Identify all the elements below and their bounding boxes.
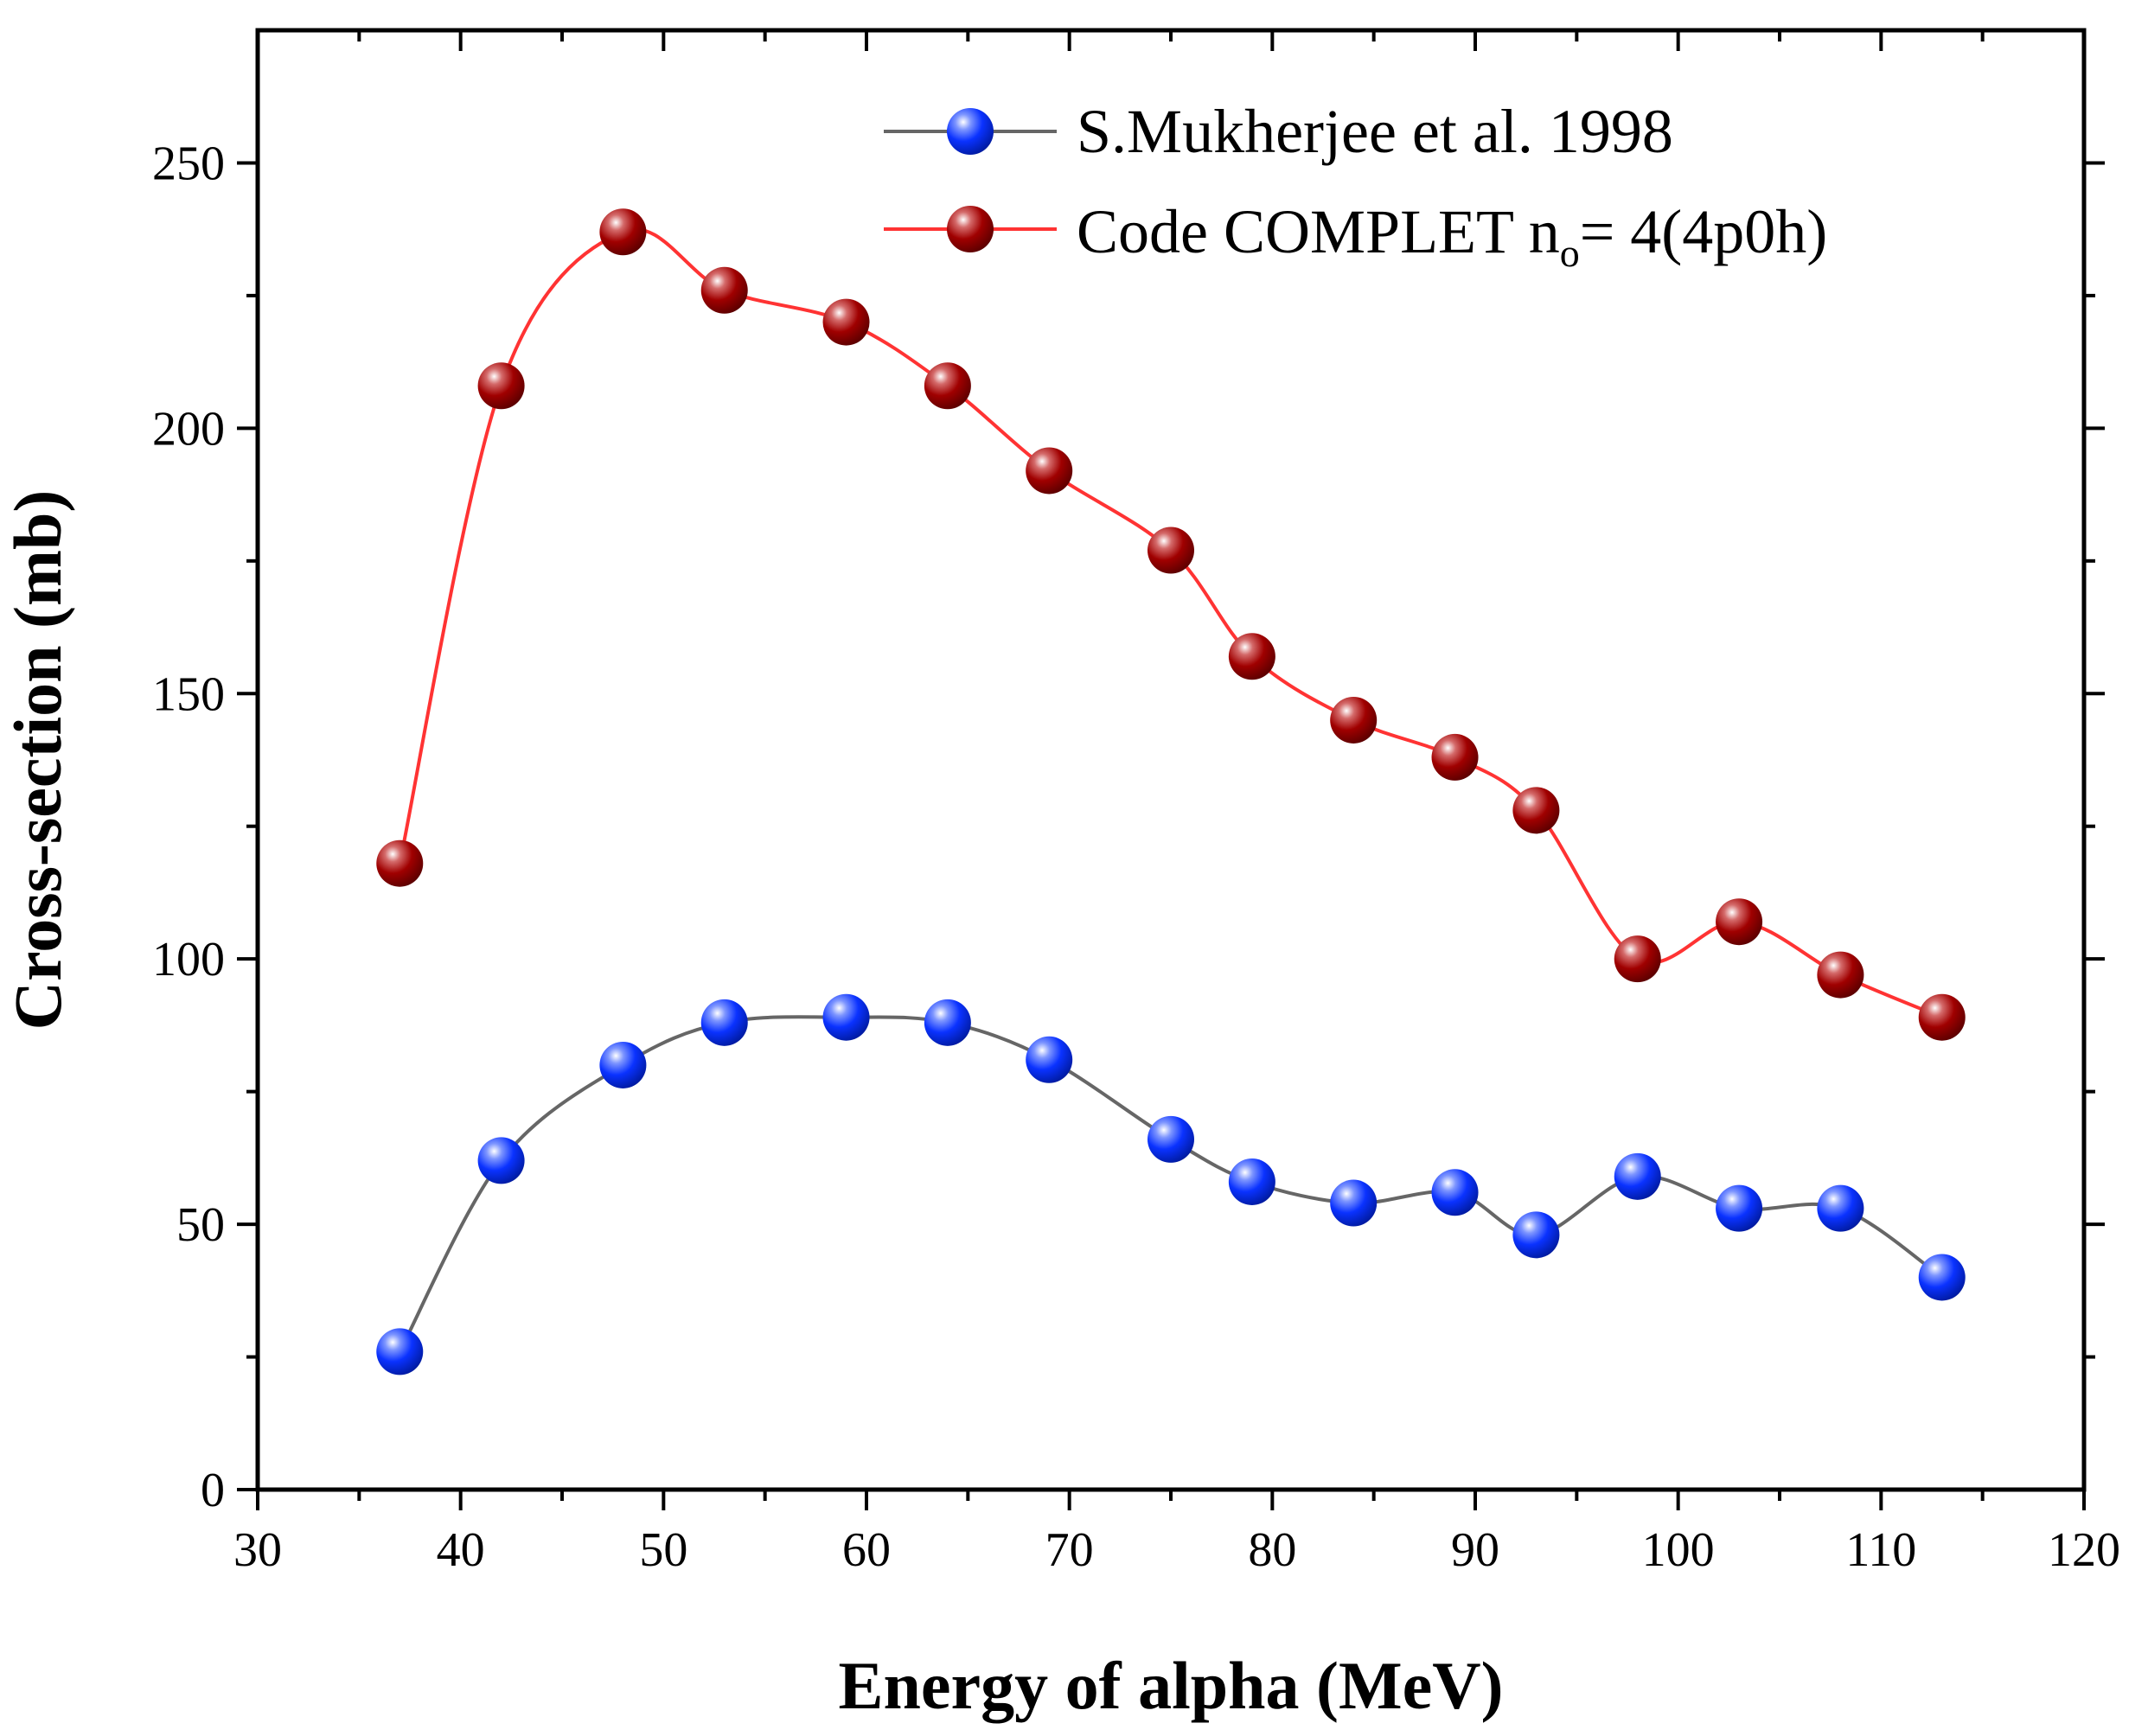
y-axis-title: Cross-section (mb) xyxy=(0,490,75,1031)
series-lines xyxy=(398,227,1943,1353)
x-tick-labels: 30 40 50 60 70 80 90 100 110 120 xyxy=(233,1523,2120,1577)
data-point-mukherjee xyxy=(1228,1158,1275,1205)
y-tick-label: 50 xyxy=(176,1198,225,1252)
legend-entry-complet: Code COMPLET no= 4(4p0h) xyxy=(884,197,1827,275)
x-tick-label: 80 xyxy=(1248,1523,1296,1577)
data-point-complet xyxy=(1431,733,1479,781)
data-point-complet xyxy=(1512,787,1560,834)
legend: S.Mukherjee et al. 1998 Code COMPLET no=… xyxy=(884,97,1827,275)
data-point-mukherjee xyxy=(477,1137,525,1184)
data-point-mukherjee xyxy=(1716,1184,1763,1232)
data-point-complet xyxy=(700,266,748,314)
legend-label-complet-name: Code COMPLET xyxy=(1077,197,1513,266)
legend-label-complet-suffix-a: n xyxy=(1513,197,1560,266)
series-line-complet xyxy=(398,227,1943,1019)
data-point-complet xyxy=(1817,951,1864,999)
data-point-mukherjee xyxy=(376,1328,424,1375)
x-tick-label: 110 xyxy=(1845,1523,1916,1577)
data-point-mukherjee xyxy=(1026,1036,1073,1083)
data-point-mukherjee xyxy=(1918,1254,1966,1301)
data-point-complet xyxy=(1614,935,1661,983)
data-point-mukherjee xyxy=(1614,1152,1661,1200)
x-axis-title: Energy of alpha (MeV) xyxy=(838,1648,1503,1723)
ticks-layer xyxy=(237,30,2105,1510)
data-point-mukherjee xyxy=(1512,1211,1560,1259)
y-tick-label: 200 xyxy=(152,402,225,456)
data-point-complet xyxy=(924,362,971,410)
x-tick-label: 40 xyxy=(437,1523,485,1577)
data-point-mukherjee xyxy=(1431,1169,1479,1216)
data-point-complet xyxy=(1716,898,1763,946)
x-tick-label: 120 xyxy=(2048,1523,2120,1577)
x-tick-label: 60 xyxy=(842,1523,891,1577)
data-point-complet xyxy=(477,362,525,410)
data-point-mukherjee xyxy=(1817,1184,1864,1232)
legend-marker-mukherjee xyxy=(947,108,994,155)
x-tick-label: 90 xyxy=(1451,1523,1499,1577)
x-tick-label: 100 xyxy=(1642,1523,1715,1577)
x-tick-label: 70 xyxy=(1045,1523,1094,1577)
data-point-complet xyxy=(1026,447,1073,495)
x-tick-label: 30 xyxy=(233,1523,282,1577)
y-tick-label: 250 xyxy=(152,137,225,190)
data-point-mukherjee xyxy=(822,993,870,1041)
legend-marker-complet xyxy=(947,206,994,252)
legend-entry-mukherjee: S.Mukherjee et al. 1998 xyxy=(884,97,1673,166)
legend-label-mukherjee: S.Mukherjee et al. 1998 xyxy=(1077,97,1673,166)
data-point-complet xyxy=(822,298,870,346)
data-point-mukherjee xyxy=(599,1041,647,1088)
y-tick-label: 150 xyxy=(152,667,225,721)
data-point-mukherjee xyxy=(700,999,748,1046)
data-point-complet xyxy=(1918,993,1966,1041)
data-point-mukherjee xyxy=(1148,1115,1194,1163)
y-tick-label: 100 xyxy=(152,933,225,986)
data-point-complet xyxy=(599,208,647,256)
data-point-mukherjee xyxy=(924,999,971,1046)
data-point-complet xyxy=(1228,633,1275,680)
legend-label-complet-subscript: o xyxy=(1560,231,1580,275)
series-markers xyxy=(376,208,1966,1375)
data-point-mukherjee xyxy=(1330,1179,1378,1227)
data-point-complet xyxy=(376,839,424,887)
legend-label-complet-suffix-b: = 4(4p0h) xyxy=(1580,197,1828,266)
data-point-complet xyxy=(1330,696,1378,744)
data-point-complet xyxy=(1148,527,1194,574)
legend-label-complet: Code COMPLET no= 4(4p0h) xyxy=(1077,197,1827,275)
y-tick-labels: 0 50 100 150 200 250 xyxy=(152,137,225,1517)
y-tick-label: 0 xyxy=(201,1464,225,1517)
x-tick-label: 50 xyxy=(639,1523,687,1577)
